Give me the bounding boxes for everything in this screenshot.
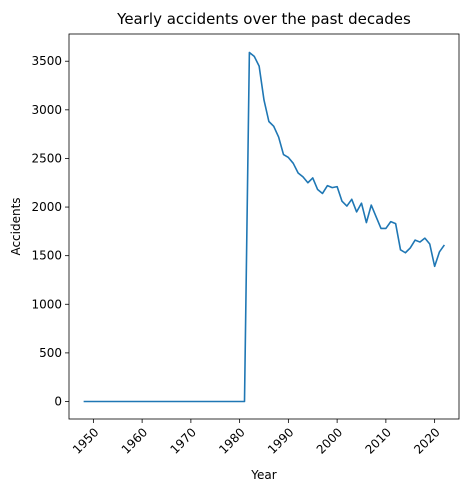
y-tick-label: 1000 — [31, 297, 62, 311]
x-axis-label: Year — [250, 468, 276, 482]
y-axis-label: Accidents — [9, 197, 23, 255]
x-tick-label: 2000 — [314, 425, 345, 456]
x-tick-label: 1970 — [167, 425, 198, 456]
y-tick-label: 3500 — [31, 54, 62, 68]
x-axis: 1950 1960 1970 1980 1990 2000 2010 2020 — [70, 419, 443, 457]
x-tick-label: 1950 — [70, 425, 101, 456]
plot-frame — [68, 33, 460, 420]
plot-area — [83, 51, 446, 403]
y-tick-label: 1500 — [31, 249, 62, 263]
y-axis: 0 500 1000 1500 2000 2500 3000 3500 — [31, 54, 69, 409]
x-tick-label: 1960 — [119, 425, 150, 456]
y-tick-label: 2500 — [31, 151, 62, 165]
x-tick-label: 1990 — [265, 425, 296, 456]
series-line-0 — [83, 51, 446, 403]
y-tick-label: 2000 — [31, 200, 62, 214]
x-tick-label: 2010 — [362, 425, 393, 456]
x-tick-label: 1980 — [216, 425, 247, 456]
y-tick-label: 0 — [54, 395, 62, 409]
chart-title: Yearly accidents over the past decades — [116, 10, 411, 28]
y-tick-label: 500 — [39, 346, 62, 360]
x-tick-label: 2020 — [411, 425, 442, 456]
y-tick-label: 3000 — [31, 103, 62, 117]
